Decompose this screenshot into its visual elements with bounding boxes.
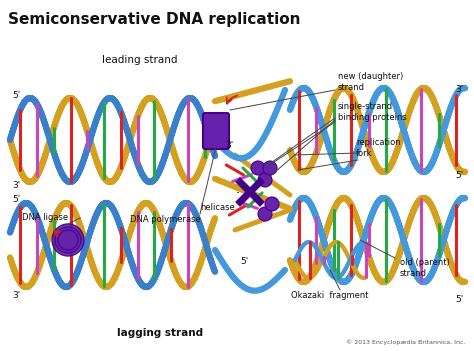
Text: 3': 3' [12, 180, 20, 190]
Text: 5': 5' [455, 171, 463, 179]
Text: replication
fork: replication fork [356, 138, 401, 158]
FancyBboxPatch shape [203, 113, 229, 149]
Text: 3': 3' [455, 86, 463, 94]
Text: © 2013 Encyclopædia Britannica, Inc.: © 2013 Encyclopædia Britannica, Inc. [346, 339, 466, 345]
Text: single-strand
binding proteins: single-strand binding proteins [338, 102, 407, 122]
Text: DNA polymerase: DNA polymerase [129, 216, 201, 225]
Text: Okazaki  fragment: Okazaki fragment [291, 291, 369, 299]
Text: DNA ligase: DNA ligase [22, 213, 68, 223]
Circle shape [258, 173, 272, 187]
Text: 5': 5' [12, 196, 20, 205]
Text: helicase: helicase [200, 204, 235, 212]
Text: new (daughter)
strand: new (daughter) strand [338, 72, 403, 92]
Circle shape [52, 224, 84, 256]
Text: 5': 5' [12, 91, 20, 99]
Text: 3': 3' [12, 291, 20, 299]
Circle shape [55, 227, 81, 253]
Text: Semiconservative DNA replication: Semiconservative DNA replication [8, 12, 301, 27]
Text: 5': 5' [455, 296, 463, 305]
Circle shape [58, 230, 78, 250]
Text: 3': 3' [225, 140, 233, 150]
Text: old (parent)
strand: old (parent) strand [400, 258, 450, 278]
Text: leading strand: leading strand [102, 55, 178, 65]
Circle shape [263, 161, 277, 175]
Text: 5': 5' [240, 258, 248, 266]
Circle shape [258, 207, 272, 221]
Text: lagging strand: lagging strand [117, 328, 203, 338]
Circle shape [265, 197, 279, 211]
Circle shape [251, 161, 265, 175]
